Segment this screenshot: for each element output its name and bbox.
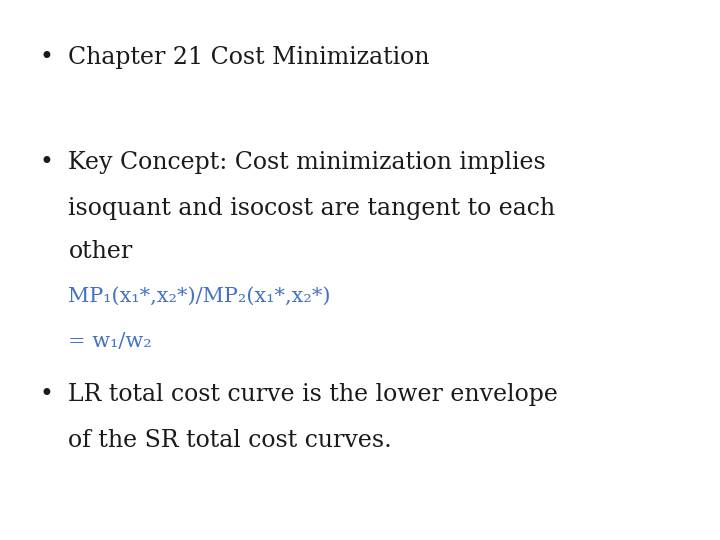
Text: •: • — [40, 151, 53, 174]
Text: •: • — [40, 383, 53, 407]
Text: = w₁/w₂: = w₁/w₂ — [68, 332, 152, 351]
Text: MP₁(x₁*,x₂*)/MP₂(x₁*,x₂*): MP₁(x₁*,x₂*)/MP₂(x₁*,x₂*) — [68, 287, 331, 306]
Text: of the SR total cost curves.: of the SR total cost curves. — [68, 429, 392, 453]
Text: LR total cost curve is the lower envelope: LR total cost curve is the lower envelop… — [68, 383, 558, 407]
Text: other: other — [68, 240, 132, 264]
Text: Key Concept: Cost minimization implies: Key Concept: Cost minimization implies — [68, 151, 546, 174]
Text: •: • — [40, 46, 53, 69]
Text: Chapter 21 Cost Minimization: Chapter 21 Cost Minimization — [68, 46, 430, 69]
Text: isoquant and isocost are tangent to each: isoquant and isocost are tangent to each — [68, 197, 556, 220]
